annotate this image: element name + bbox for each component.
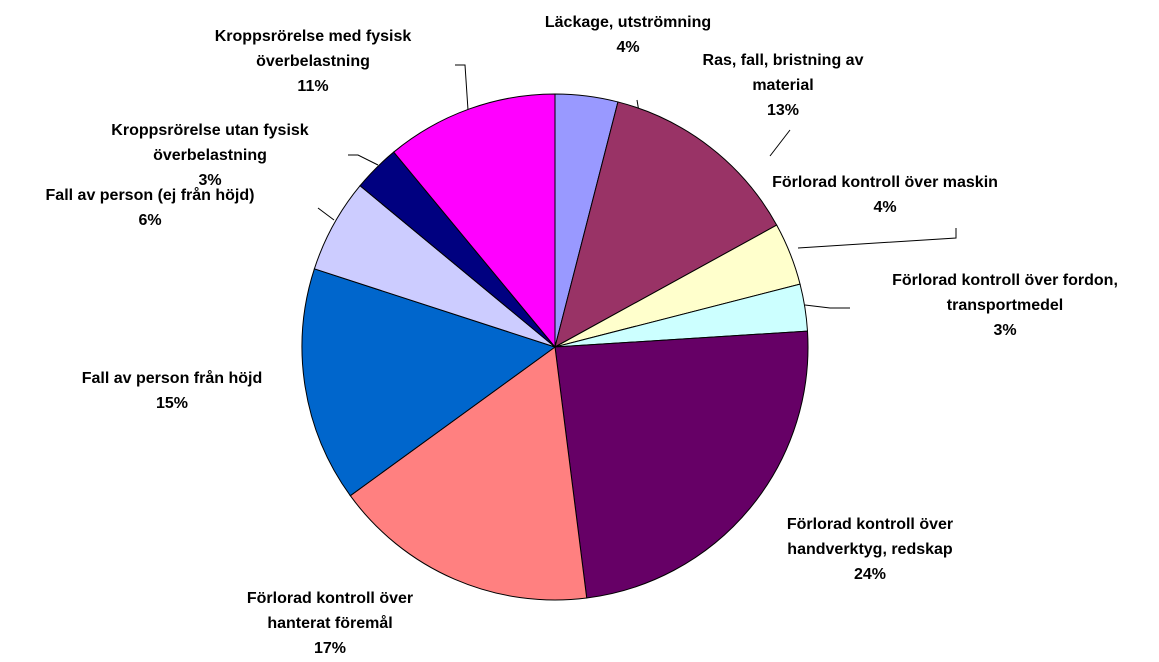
slice-label: Förlorad kontroll över fordon, transport… [870,268,1140,343]
leader-line [348,154,379,166]
slice-label: Kroppsrörelse med fysisk överbelastning 1… [203,24,423,99]
leader-line [769,129,791,157]
value-label: 3% [993,322,1017,339]
slice-label: Förlorad kontroll över handverktyg, reds… [765,512,975,587]
slice-label: Förlorad kontroll över hanterat föremål 1… [225,586,435,661]
slice-label: Förlorad kontroll över maskin 4% [720,170,1050,220]
pie-slice [393,93,556,349]
pie-slice [554,330,809,599]
category-name: Förlorad kontroll över fordon, transport… [892,272,1118,314]
value-label: 24% [853,566,887,583]
category-name: Förlorad kontroll över hanterat föremål [246,590,414,632]
value-label: 11% [297,78,329,95]
category-name: Läckage, utströmning [544,14,712,31]
value-label: 4% [616,39,640,56]
pie-slice [301,268,557,497]
value-label: 17% [313,640,347,657]
category-name: Förlorad kontroll över maskin [772,174,998,191]
leader-line [797,228,957,249]
leader-lines [317,64,957,309]
slice-label: Kroppsrörelse utan fysisk överbelastning… [100,118,320,193]
category-name: Fall av person från höjd [81,370,263,387]
leader-line [317,207,335,221]
slice-label: Fall av person från höjd 15% [42,366,302,416]
category-name: Förlorad kontroll över handverktyg, reds… [786,516,954,558]
value-label: 4% [873,199,897,216]
leader-line [455,64,469,111]
value-label: 15% [155,395,189,412]
category-name: Kroppsrörelse utan fysisk överbelastning [111,122,309,164]
slice-label: Ras, fall, bristning av material 13% [688,48,878,123]
value-label: 6% [138,212,162,229]
value-label: 3% [198,172,222,189]
value-label: 13% [766,102,800,119]
slice-label: Läckage, utströmning 4% [528,10,728,60]
slice-label: Fall av person (ej från höjd) 6% [0,183,300,233]
category-name: Kroppsrörelse med fysisk överbelastning [214,28,412,70]
category-name: Fall av person (ej från höjd) [45,187,255,204]
leader-line [804,304,850,309]
pie-slice [554,101,778,348]
category-name: Ras, fall, bristning av material [702,52,864,94]
pie-slice [349,346,588,601]
